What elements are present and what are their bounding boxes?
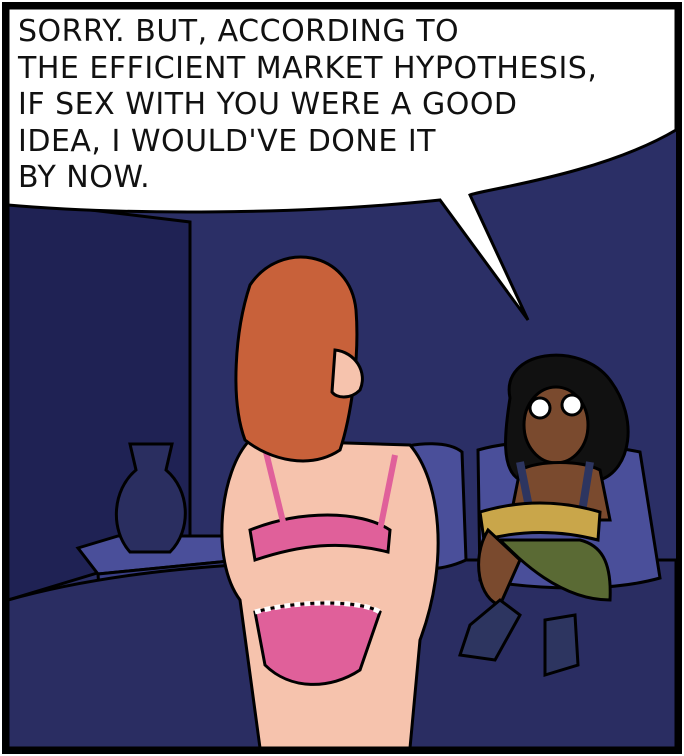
woman-redhead xyxy=(220,255,440,750)
woman-reading xyxy=(458,353,630,678)
speech-balloon-text: SORRY. BUT, ACCORDING TO THE EFFICIENT M… xyxy=(18,14,658,197)
glasses-lens-icon xyxy=(560,393,584,417)
back xyxy=(220,438,440,750)
sock-right xyxy=(543,613,580,678)
underwear xyxy=(253,601,382,686)
book xyxy=(478,501,602,542)
lace-trim xyxy=(254,600,382,615)
glasses-lens-icon xyxy=(528,396,552,420)
red-hair xyxy=(234,255,359,463)
sock-left xyxy=(458,598,522,662)
face-profile xyxy=(330,348,364,399)
speech-line: IDEA, I WOULD'VE DONE IT xyxy=(18,123,437,159)
vase xyxy=(114,442,187,554)
bra-straps xyxy=(262,447,398,531)
speech-line: BY NOW. xyxy=(18,160,151,195)
speech-line: THE EFFICIENT MARKET HYPOTHESIS, xyxy=(18,50,598,86)
speech-line: SORRY. BUT, ACCORDING TO xyxy=(18,14,460,49)
speech-balloon xyxy=(6,6,678,321)
speech-line: IF SEX WITH YOU WERE A GOOD xyxy=(18,87,518,122)
